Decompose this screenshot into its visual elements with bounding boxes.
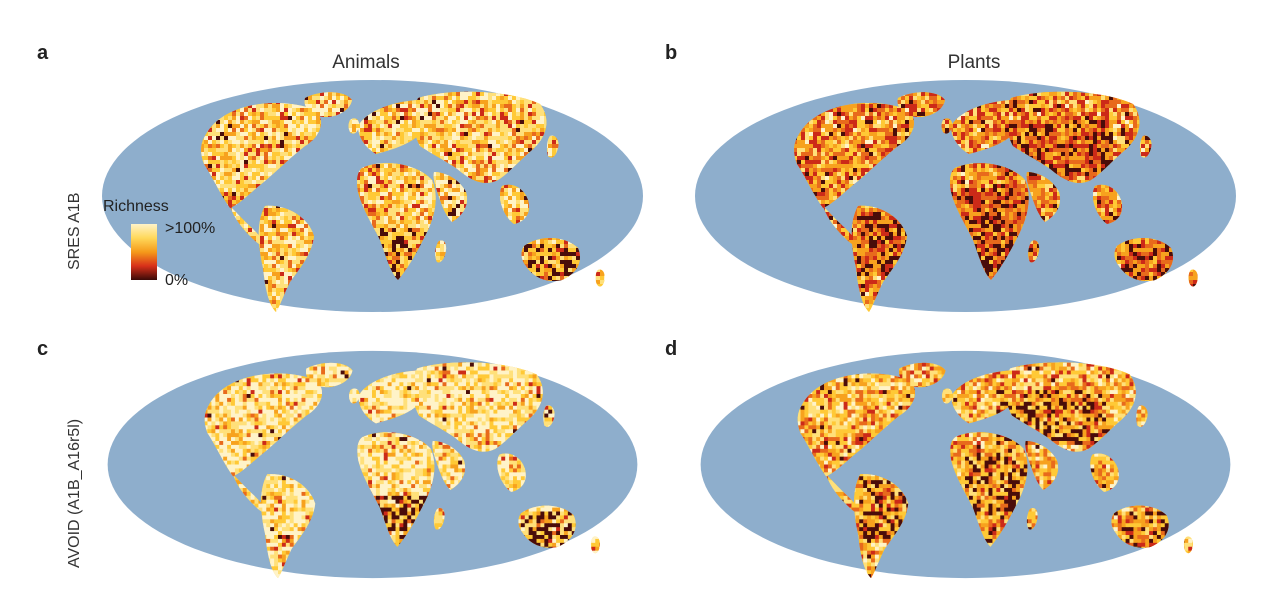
panel-letter-c: c xyxy=(37,338,48,361)
legend-max-label: >100% xyxy=(165,220,215,238)
row-label-avoid: AVOID (A1B_A16r5l) xyxy=(66,419,84,568)
map-panel-a xyxy=(102,80,643,312)
legend-title: Richness xyxy=(103,198,169,216)
row-label-sres-a1b: SRES A1B xyxy=(66,193,84,270)
map-panel-c xyxy=(107,350,638,579)
legend-min-label: 0% xyxy=(165,272,188,290)
richness-legend: Richness >100% 0% xyxy=(103,198,263,298)
map-panel-b xyxy=(695,80,1236,312)
panel-letter-b: b xyxy=(665,42,677,65)
legend-colorbar xyxy=(131,224,157,280)
column-title-plants: Plants xyxy=(874,52,1074,74)
panel-letter-a: a xyxy=(37,42,48,65)
map-panel-d xyxy=(700,350,1231,579)
panel-letter-d: d xyxy=(665,338,677,361)
column-title-animals: Animals xyxy=(266,52,466,74)
